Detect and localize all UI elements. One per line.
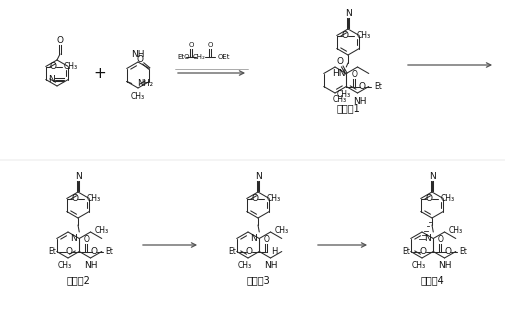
- Text: CH₃: CH₃: [333, 94, 347, 104]
- Text: O: O: [137, 55, 144, 64]
- Text: O: O: [420, 247, 427, 256]
- Text: N: N: [75, 172, 81, 181]
- Text: CH₃: CH₃: [412, 262, 426, 270]
- Text: NH: NH: [438, 262, 451, 270]
- Text: CH₃: CH₃: [95, 226, 109, 235]
- Text: CH₃: CH₃: [131, 91, 145, 100]
- Text: O: O: [425, 194, 432, 203]
- Text: O: O: [83, 235, 89, 244]
- Text: O: O: [263, 235, 269, 244]
- Text: +: +: [93, 66, 107, 80]
- Text: N: N: [255, 172, 262, 181]
- Text: Et: Et: [105, 247, 113, 256]
- Text: 化合物3: 化合物3: [246, 275, 270, 285]
- Text: CH₃: CH₃: [238, 262, 252, 270]
- Text: CH₃: CH₃: [275, 226, 289, 235]
- Text: O: O: [351, 70, 357, 79]
- Text: O: O: [57, 36, 64, 45]
- Text: EtO: EtO: [177, 54, 189, 60]
- Text: CH₂: CH₂: [192, 54, 206, 60]
- Text: O: O: [91, 247, 98, 256]
- Text: O: O: [246, 247, 253, 256]
- Text: NH: NH: [84, 262, 97, 270]
- Text: Et: Et: [374, 82, 382, 91]
- Text: O: O: [437, 235, 443, 244]
- Text: N: N: [424, 234, 431, 243]
- Text: NH: NH: [264, 262, 277, 270]
- Text: CH₃: CH₃: [64, 62, 78, 71]
- Text: Et: Et: [48, 247, 56, 256]
- Text: CH₃: CH₃: [441, 194, 455, 203]
- Text: 化合物2: 化合物2: [66, 275, 90, 285]
- Text: HN: HN: [332, 69, 346, 78]
- Text: CH₃: CH₃: [58, 262, 72, 270]
- Text: OEt: OEt: [218, 54, 230, 60]
- Text: O: O: [66, 247, 73, 256]
- Text: CH₃: CH₃: [357, 31, 371, 40]
- Text: 化合物1: 化合物1: [336, 103, 360, 113]
- Text: 化合物4: 化合物4: [420, 275, 444, 285]
- Text: N: N: [344, 8, 351, 17]
- Text: CH₃: CH₃: [267, 194, 281, 203]
- Text: O: O: [359, 82, 366, 91]
- Text: Et: Et: [459, 247, 467, 256]
- Text: CH₃: CH₃: [449, 226, 463, 235]
- Text: NH: NH: [131, 50, 145, 59]
- Text: O: O: [208, 42, 213, 48]
- Text: O: O: [445, 247, 452, 256]
- Text: CH₃: CH₃: [336, 90, 350, 99]
- Text: Et: Et: [228, 247, 236, 256]
- Text: O: O: [71, 194, 78, 203]
- Text: NH₂: NH₂: [137, 79, 153, 88]
- Text: Et: Et: [402, 247, 410, 256]
- Text: NH: NH: [353, 96, 366, 106]
- Text: O: O: [49, 62, 56, 71]
- Text: O: O: [337, 57, 344, 66]
- Text: O: O: [341, 31, 348, 40]
- Text: O: O: [251, 194, 258, 203]
- Text: N: N: [429, 172, 435, 181]
- Text: CH₃: CH₃: [87, 194, 101, 203]
- Text: O: O: [188, 42, 194, 48]
- Text: H: H: [271, 247, 278, 256]
- Text: N: N: [48, 75, 55, 84]
- Text: N: N: [70, 234, 77, 243]
- Text: N: N: [250, 234, 257, 243]
